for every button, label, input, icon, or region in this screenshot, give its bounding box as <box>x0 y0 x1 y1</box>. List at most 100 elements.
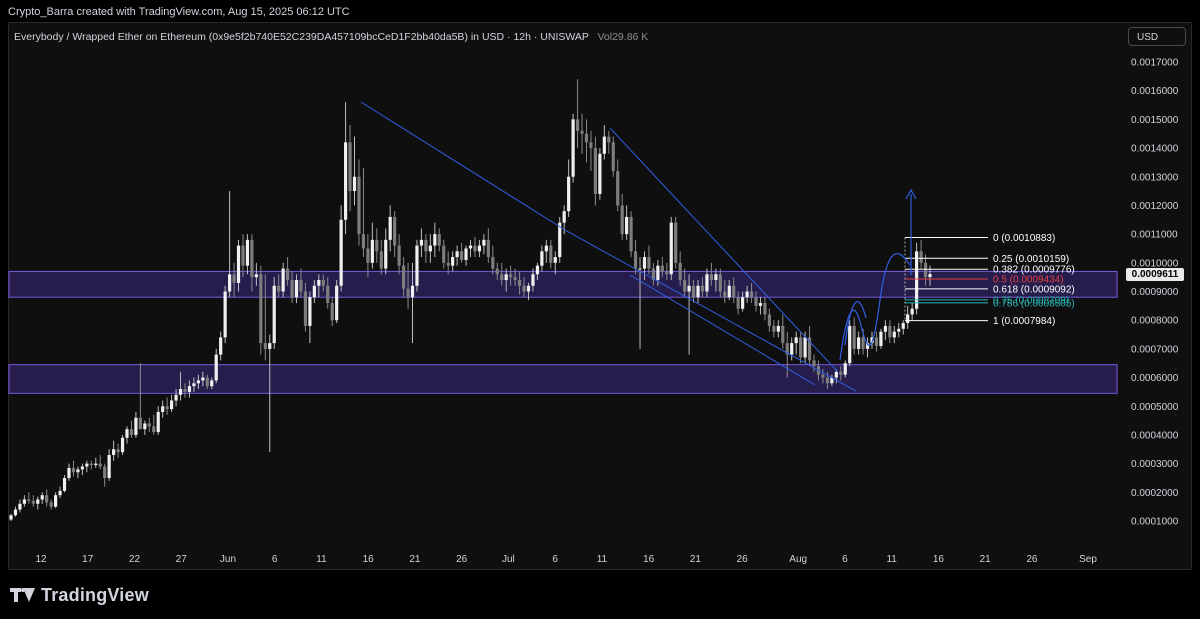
candle-body <box>187 386 192 392</box>
y-tick-label: 0.0014000 <box>1131 144 1179 155</box>
candle-body <box>549 245 553 263</box>
candle-body <box>647 257 651 269</box>
trendline-4 <box>629 274 816 386</box>
candle-body <box>575 119 580 131</box>
candle-body <box>687 285 691 292</box>
candle-body <box>459 251 464 260</box>
candle-body <box>781 325 785 344</box>
candle-body <box>919 251 923 263</box>
candle-body <box>732 285 736 298</box>
candle-body <box>705 274 709 292</box>
candle-body <box>812 360 816 367</box>
candle-body <box>98 463 102 467</box>
candle-body <box>451 257 455 266</box>
x-tick-label: 27 <box>176 554 188 565</box>
candle-body <box>598 153 602 194</box>
symbol-title: Everybody / Wrapped Ether on Ethereum (0… <box>14 31 589 43</box>
volume-value: 29.86 K <box>612 31 649 43</box>
candle-body <box>178 389 183 395</box>
candle-body <box>54 495 58 507</box>
candle-body <box>370 239 374 263</box>
candle-body <box>165 406 169 410</box>
candle-body <box>352 176 357 192</box>
candle-body <box>294 280 299 298</box>
candle-body <box>196 380 200 384</box>
candle-body <box>326 285 330 303</box>
candle-body <box>161 406 165 412</box>
candle-body <box>415 245 419 286</box>
candle-body <box>94 463 98 466</box>
candle-body <box>486 239 490 258</box>
fib-retracement: 0 (0.0010883) 0.25 (0.0010159)0.382 (0.00… <box>904 233 1075 327</box>
x-tick-label: 17 <box>82 554 94 565</box>
candle-body <box>36 499 40 504</box>
candle-body <box>651 268 656 281</box>
x-tick-label: Aug <box>789 554 807 565</box>
candle-body <box>67 467 71 478</box>
candle-body <box>482 239 486 246</box>
candle-body <box>174 394 178 401</box>
candle-body <box>129 429 134 435</box>
candle-body <box>915 251 919 309</box>
candle-body <box>384 239 388 269</box>
price-projection <box>839 188 917 361</box>
candle-body <box>727 285 731 298</box>
candle-body <box>660 265 664 272</box>
candle-body <box>477 245 482 252</box>
candle-body <box>468 245 473 249</box>
candle-body <box>718 274 722 292</box>
currency-button[interactable]: USD <box>1128 27 1186 46</box>
candle-body <box>375 239 379 252</box>
candle-body <box>754 297 758 306</box>
candle-body <box>442 245 446 263</box>
candle-body <box>308 297 312 326</box>
candle-body <box>13 509 18 516</box>
candle-body <box>758 302 763 306</box>
x-tick-label: 11 <box>597 554 608 565</box>
candle-body <box>361 234 366 249</box>
y-tick-label: 0.0002000 <box>1131 488 1179 499</box>
fib-label: 0.382 (0.0009776) <box>993 265 1075 276</box>
candle-body <box>312 285 316 298</box>
candle-body <box>232 274 236 283</box>
candle-body <box>120 437 125 453</box>
candle-body <box>803 337 807 358</box>
trendline-3 <box>609 127 839 373</box>
candles <box>9 79 932 521</box>
footer: TradingView <box>10 584 149 606</box>
candle-body <box>22 499 26 504</box>
candle-body <box>888 325 892 338</box>
candle-body <box>49 502 53 507</box>
candle-body <box>910 308 914 315</box>
tradingview-logo-icon <box>10 586 36 604</box>
candle-body <box>656 265 660 281</box>
x-axis: 12 17 22 27 Jun 6 11 16 21 26 Jul 6 11 16 21 26 Aug 6 11 16… <box>35 554 1097 565</box>
y-tick-label: 0.0004000 <box>1131 430 1179 441</box>
candle-body <box>540 251 544 266</box>
candle-body <box>535 265 540 275</box>
candle-body <box>883 325 887 332</box>
candle-body <box>9 515 13 520</box>
candle-body <box>745 291 749 298</box>
fib-label: 0.75 (0.0008709) <box>993 295 1069 306</box>
candle-body <box>125 429 129 438</box>
candle-body <box>611 142 615 172</box>
candle-body <box>76 469 80 473</box>
x-tick-label: 12 <box>35 554 47 565</box>
x-tick-label: Jun <box>220 554 236 565</box>
candle-body <box>562 211 566 223</box>
candle-body <box>633 251 638 269</box>
candle-body <box>589 142 593 149</box>
candle-body <box>31 500 35 504</box>
candle-body <box>134 417 138 435</box>
y-tick-label: 0.0001000 <box>1131 517 1179 528</box>
volume-label: Vol29.86 K <box>597 31 649 43</box>
candle-body <box>343 142 348 220</box>
candle-body <box>799 337 803 358</box>
y-axis: 0.0017000 0.0016000 0.0015000 0.0014000 0.00… <box>1131 58 1179 528</box>
candle-body <box>861 337 865 349</box>
candle-body <box>410 285 415 298</box>
candle-body <box>901 323 905 329</box>
candle-body <box>223 291 227 338</box>
